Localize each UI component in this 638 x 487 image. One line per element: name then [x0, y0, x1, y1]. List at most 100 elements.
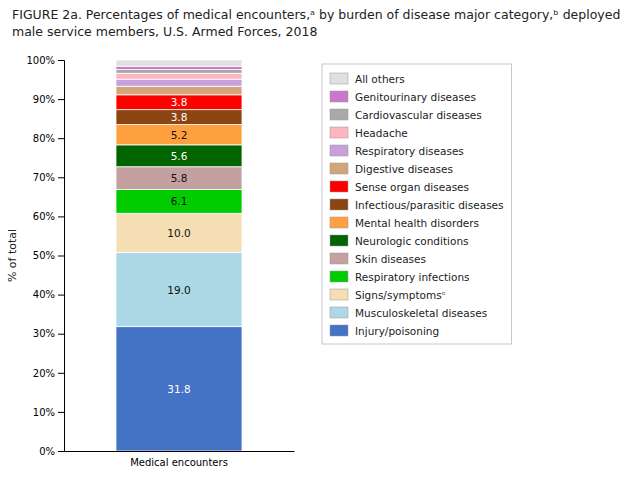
legend-swatch	[330, 91, 348, 102]
legend-label: Injury/poisoning	[355, 325, 439, 337]
legend-swatch	[330, 235, 348, 246]
plot: 0% 10% 20% 30% 40% 50% 60% 70% 80% 90% 100% Medical…	[26, 55, 294, 468]
bar-segment	[116, 167, 242, 190]
y-tick-label: 40%	[33, 289, 55, 300]
y-tick-mark	[58, 373, 64, 374]
y-tick: 100%	[26, 55, 64, 66]
y-tick-label: 60%	[33, 211, 55, 222]
y-tick-mark	[58, 138, 64, 139]
legend-label: Signs/symptomsᶜ	[355, 289, 446, 301]
legend-label: Infectious/parasitic diseases	[355, 199, 504, 211]
legend-swatch	[330, 325, 348, 336]
bar-segment	[116, 189, 242, 213]
y-tick-label: 100%	[26, 55, 55, 66]
legend-item: Genitourinary diseases	[330, 91, 476, 103]
y-tick: 50%	[33, 250, 64, 261]
legend-item: Musculoskeletal diseases	[330, 307, 487, 319]
bars	[116, 60, 242, 451]
legend-item: Respiratory diseases	[330, 145, 464, 157]
data-label: 3.8	[171, 111, 188, 123]
legend-label: Genitourinary diseases	[355, 91, 476, 103]
legend-label: Digestive diseases	[355, 163, 453, 175]
y-tick: 90%	[33, 94, 64, 105]
legend-item: Mental health disorders	[330, 217, 479, 229]
x-axis: Medical encounters	[65, 451, 295, 468]
legend: All others Genitourinary diseases Cardiova…	[322, 64, 512, 344]
bar-segment	[116, 79, 242, 86]
bar-segment	[116, 86, 242, 95]
y-tick-mark	[58, 216, 64, 217]
bar-segment	[116, 73, 242, 79]
data-label: 6.1	[171, 195, 188, 207]
legend-item: All others	[330, 73, 405, 85]
x-tick-label: Medical encounters	[130, 457, 228, 468]
legend-swatch	[330, 181, 348, 192]
x-axis-line	[65, 451, 295, 452]
data-label: 5.2	[171, 129, 188, 141]
y-tick: 20%	[33, 368, 64, 379]
legend-label: Neurologic conditions	[355, 235, 469, 247]
legend-item: Digestive diseases	[330, 163, 453, 175]
data-labels: 31.819.010.06.15.85.65.23.83.8	[167, 96, 190, 395]
y-tick-mark	[58, 412, 64, 413]
legend-swatch	[330, 253, 348, 264]
data-label: 5.8	[171, 172, 188, 184]
legend-item: Neurologic conditions	[330, 235, 469, 247]
legend-swatch	[330, 199, 348, 210]
y-tick-mark	[58, 295, 64, 296]
data-label: 31.8	[167, 383, 190, 395]
legend-item: Skin diseases	[330, 253, 426, 265]
legend-swatch	[330, 127, 348, 138]
y-tick: 40%	[33, 289, 64, 300]
legend-swatch	[330, 109, 348, 120]
y-tick: 10%	[33, 407, 64, 418]
bar-segment	[116, 66, 242, 69]
bar-segment	[116, 95, 242, 110]
y-tick-label: 90%	[33, 94, 55, 105]
legend-swatch	[330, 217, 348, 228]
legend-label: Musculoskeletal diseases	[355, 307, 487, 319]
y-tick-mark	[58, 177, 64, 178]
y-tick-label: 10%	[33, 407, 55, 418]
legend-label: Mental health disorders	[355, 217, 479, 229]
legend-frame	[322, 64, 512, 344]
legend-item: Injury/poisoning	[330, 325, 439, 337]
y-tick-label: 50%	[33, 250, 55, 261]
legend-label: Cardiovascular diseases	[355, 109, 482, 121]
legend-item: Headache	[330, 127, 408, 139]
legend-item: Sense organ diseases	[330, 181, 469, 193]
legend-swatch	[330, 73, 348, 84]
legend-swatch	[330, 145, 348, 156]
legend-swatch	[330, 307, 348, 318]
y-axis-line	[58, 61, 65, 452]
legend-label: Headache	[355, 127, 408, 139]
x-tick: Medical encounters	[130, 451, 228, 468]
bar-segment	[116, 145, 242, 167]
bar-segment	[116, 327, 242, 451]
legend-label: Sense organ diseases	[355, 181, 469, 193]
y-tick-label: 80%	[33, 133, 55, 144]
bar-segment	[116, 125, 242, 145]
y-tick: 60%	[33, 211, 64, 222]
bar-segment	[116, 110, 242, 125]
bar-segment	[116, 69, 242, 73]
y-tick-mark	[58, 451, 64, 452]
y-tick: 30%	[33, 328, 64, 339]
y-tick-mark	[58, 99, 64, 100]
legend-swatch	[330, 163, 348, 174]
y-tick-label: 70%	[33, 172, 55, 183]
y-axis-title: % of total	[6, 229, 19, 282]
legend-label: Respiratory infections	[355, 271, 470, 283]
data-label: 19.0	[167, 284, 190, 296]
y-tick-mark	[58, 256, 64, 257]
y-tick: 70%	[33, 172, 64, 183]
bar-segment	[116, 60, 242, 66]
legend-item: Cardiovascular diseases	[330, 109, 482, 121]
data-label: 10.0	[167, 227, 190, 239]
title: FIGURE 2a. Percentages of medical encoun…	[12, 6, 624, 40]
legend-item: Infectious/parasitic diseases	[330, 199, 504, 211]
y-tick-label: 0%	[39, 446, 55, 457]
y-tick-mark	[58, 334, 64, 335]
legend-item: Signs/symptomsᶜ	[330, 289, 446, 301]
legend-label: All others	[355, 73, 405, 85]
